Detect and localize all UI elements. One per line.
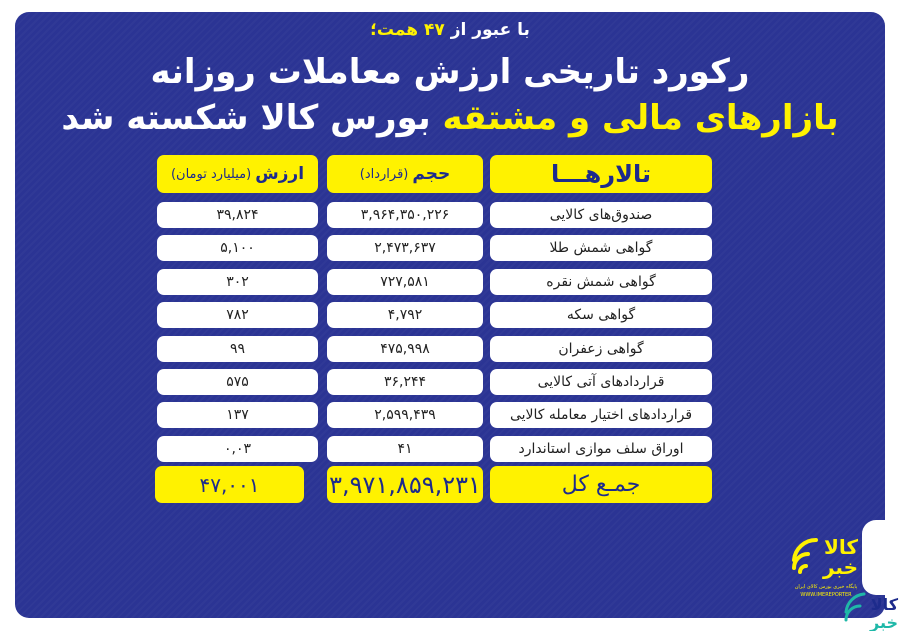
total-label: جمـع کل [490, 466, 712, 503]
card-notch [862, 520, 900, 595]
row-name: قراردادهای اختیار معامله کالایی [490, 402, 712, 429]
row-name: گواهی شمش نقره [490, 268, 712, 295]
row-value: ۵,۱۰۰ [157, 235, 318, 262]
row-value: ۳۰۲ [157, 268, 318, 295]
row-volume: ۷۲۷,۵۸۱ [327, 268, 483, 295]
logo-tagline: پایگاه خبری بورس کالای ایران [795, 583, 858, 590]
row-name: اوراق سلف موازی استاندارد [490, 435, 712, 462]
row-name: گواهی سکه [490, 302, 712, 329]
kicker-highlight: ۴۷ همت؛ [370, 20, 445, 40]
headline-highlight: بازارهای مالی و مشتقه [442, 98, 840, 138]
headline-line2: بازارهای مالی و مشتقه بورس کالا شکسته شد [0, 98, 900, 138]
header-volume: حجم (قرارداد) [327, 155, 483, 193]
total-value: ۴۷,۰۰۱ [155, 466, 304, 503]
kalakhabar-logo: کالا خبر پایگاه خبری بورس کالای ایران WW… [792, 535, 858, 598]
headline-rest: بورس کالا شکسته شد [61, 98, 431, 138]
kalakhabar-watermark-logo: کالا خبر [844, 592, 899, 631]
row-volume: ۲,۴۷۳,۶۳۷ [327, 235, 483, 262]
row-value: ۰,۰۳ [157, 435, 318, 462]
row-name: قراردادهای آتی کالایی [490, 369, 712, 395]
header-label: حجم [412, 164, 451, 184]
header-sub: (قرارداد) [359, 166, 409, 182]
row-value: ۵۷۵ [157, 369, 318, 395]
row-name: صندوق‌های کالایی [490, 202, 712, 228]
header-value: ارزش (میلیارد تومان) [157, 155, 318, 193]
row-volume: ۲,۵۹۹,۴۳۹ [327, 402, 483, 429]
total-volume: ۳,۹۷۱,۸۵۹,۲۳۱ [327, 466, 483, 503]
row-volume: ۴۱ [327, 435, 483, 462]
row-volume: ۳,۹۶۴,۳۵۰,۲۲۶ [327, 202, 483, 228]
header-label: ارزش [255, 164, 305, 184]
header-sub: (میلیارد تومان) [170, 166, 252, 182]
svg-text:خبر: خبر [822, 555, 858, 579]
row-volume: ۴,۷۹۲ [327, 302, 483, 329]
header-label: تالارهـــا [551, 160, 651, 188]
row-volume: ۴۷۵,۹۹۸ [327, 335, 483, 362]
kicker: با عبور از ۴۷ همت؛ [0, 20, 900, 40]
row-volume: ۳۶,۲۴۴ [327, 369, 483, 395]
row-name: گواهی زعفران [490, 335, 712, 362]
row-value: ۷۸۲ [157, 302, 318, 329]
svg-text:خبر: خبر [869, 613, 898, 631]
header-halls: تالارهـــا [490, 155, 712, 193]
row-name: گواهی شمش طلا [490, 235, 712, 262]
svg-text:کالا: کالا [871, 595, 899, 614]
kicker-text: با عبور از [450, 20, 530, 40]
logo-mark-text: کالا [824, 535, 858, 559]
headline-line1: رکورد تاریخی ارزش معاملات روزانه [150, 52, 751, 92]
row-value: ۳۹,۸۲۴ [157, 202, 318, 228]
logo-url: WWW.IMEREPORTER [800, 592, 852, 598]
row-value: ۹۹ [157, 335, 318, 362]
row-value: ۱۳۷ [157, 402, 318, 429]
